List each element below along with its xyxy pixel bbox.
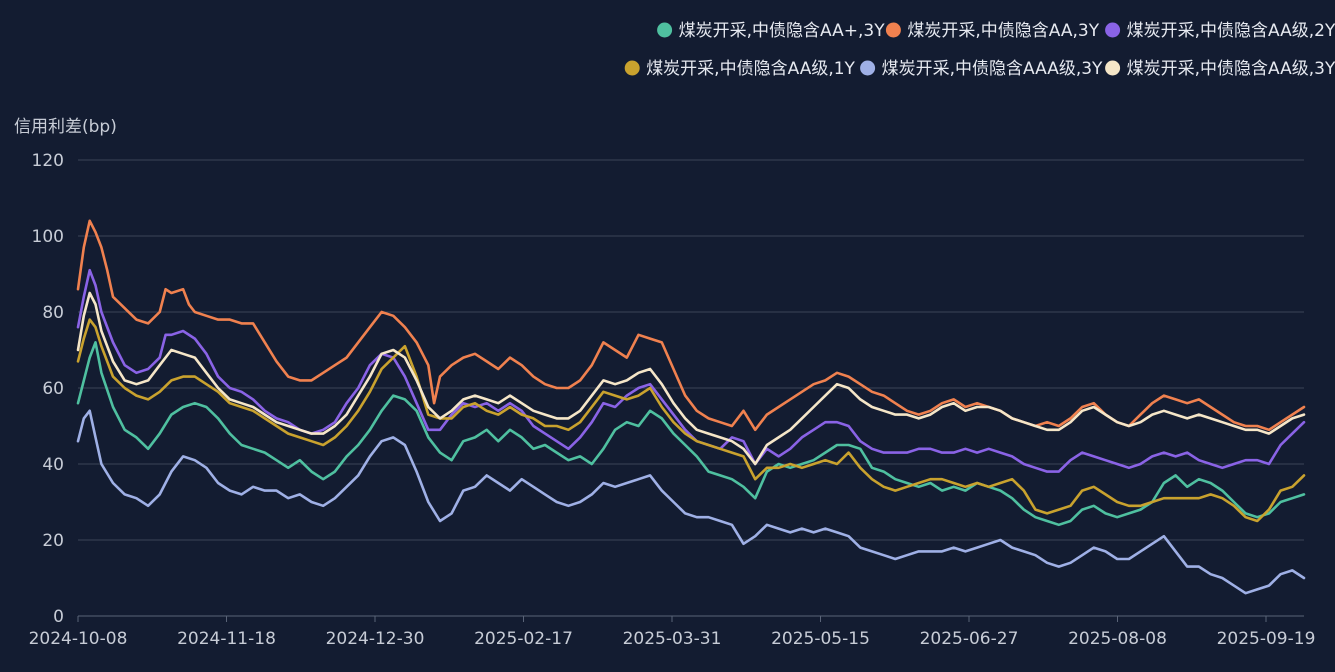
legend-label: 煤炭开采,中债隐含AA级,3Y [1127, 59, 1335, 79]
x-tick-label: 2024-10-08 [29, 629, 128, 649]
legend-marker-icon [1105, 22, 1121, 38]
x-tick-label: 2025-05-15 [771, 629, 870, 649]
x-tick-labels: 2024-10-08 2024-11-18 2024-12-30 2025-02-17… [29, 616, 1316, 649]
y-tick-label: 60 [42, 379, 64, 399]
y-tick-labels: 0 20 40 60 80 100 120 [32, 151, 64, 627]
x-tick-label: 2024-12-30 [326, 629, 425, 649]
legend-item-2[interactable]: 煤炭开采,中债隐含AA,3Y [885, 21, 1100, 41]
series-line-2[interactable] [76, 219, 1306, 432]
legend-marker-icon [1105, 60, 1121, 76]
series-line-5[interactable] [76, 409, 1306, 595]
grid-lines [78, 159, 1304, 617]
legend-item-1[interactable]: 煤炭开采,中债隐含AA+,3Y [657, 21, 885, 41]
x-tick-label: 2025-03-31 [623, 629, 722, 649]
legend-label: 煤炭开采,中债隐含AA,3Y [907, 21, 1099, 41]
series-line-6[interactable] [76, 291, 1306, 466]
x-tick-label: 2025-09-19 [1217, 629, 1316, 649]
legend-marker-icon [624, 60, 640, 76]
legend-label: 煤炭开采,中债隐含AA+,3Y [679, 21, 886, 41]
legend-marker-icon [860, 60, 876, 76]
legend-marker-icon [657, 22, 673, 38]
series-lines [76, 219, 1306, 595]
y-tick-label: 0 [53, 607, 64, 627]
legend-label: 煤炭开采,中债隐含AA级,2Y [1127, 21, 1335, 41]
y-tick-label: 120 [32, 151, 64, 171]
legend-label: 煤炭开采,中债隐含AA级,1Y [646, 59, 855, 79]
y-tick-label: 40 [42, 455, 64, 475]
y-tick-label: 20 [42, 531, 64, 551]
legend[interactable]: 煤炭开采,中债隐含AA级,2Y 煤炭开采,中债隐含AA,3Y 煤炭开采,中债隐含AA… [624, 21, 1335, 79]
legend-item-4[interactable]: 煤炭开采,中债隐含AA级,1Y [624, 59, 856, 79]
x-tick-label: 2025-02-17 [474, 629, 573, 649]
y-axis-title: 信用利差(bp) [14, 117, 117, 137]
y-tick-label: 80 [42, 303, 64, 323]
legend-item-5[interactable]: 煤炭开采,中债隐含AAA级,3Y [860, 59, 1103, 79]
legend-item-6[interactable]: 煤炭开采,中债隐含AA级,3Y [1105, 59, 1335, 79]
x-tick-label: 2025-08-08 [1068, 629, 1167, 649]
legend-item-3[interactable]: 煤炭开采,中债隐含AA级,2Y [1105, 21, 1335, 41]
y-tick-label: 100 [32, 227, 64, 247]
x-tick-label: 2025-06-27 [920, 629, 1019, 649]
series-line-3[interactable] [76, 268, 1306, 473]
series-line-4[interactable] [76, 318, 1306, 523]
series-line-1[interactable] [76, 341, 1306, 527]
legend-marker-icon [885, 22, 901, 38]
legend-label: 煤炭开采,中债隐含AAA级,3Y [882, 59, 1103, 79]
x-tick-label: 2024-11-18 [177, 629, 276, 649]
